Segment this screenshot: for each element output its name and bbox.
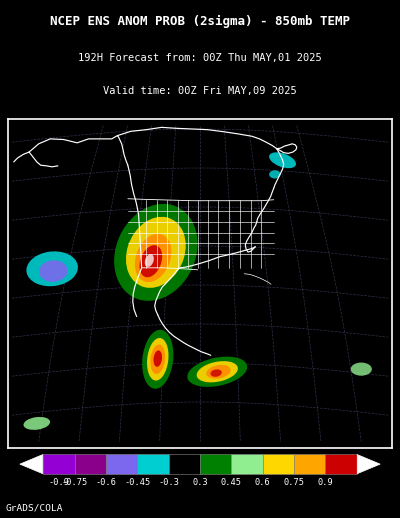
Bar [137,454,169,474]
Bar [75,454,106,474]
Bar [44,454,75,474]
Ellipse shape [269,170,281,179]
Ellipse shape [145,254,154,267]
Ellipse shape [154,350,162,367]
Text: Valid time: 00Z Fri MAY,09 2025: Valid time: 00Z Fri MAY,09 2025 [103,86,297,96]
Text: -0.3: -0.3 [158,478,179,487]
Bar [263,454,294,474]
Ellipse shape [126,217,186,288]
Bar [294,454,325,474]
Text: -0.9: -0.9 [49,478,70,487]
Ellipse shape [210,369,222,377]
Ellipse shape [147,338,168,381]
Ellipse shape [114,204,198,301]
Text: 0.9: 0.9 [317,478,333,487]
Ellipse shape [269,152,296,168]
Polygon shape [357,455,380,473]
Ellipse shape [351,363,372,376]
Ellipse shape [39,261,68,282]
Text: 0.3: 0.3 [192,478,208,487]
Text: 0.45: 0.45 [221,478,242,487]
Ellipse shape [140,245,162,277]
Bar [325,454,356,474]
Text: 192H Forecast from: 00Z Thu MAY,01 2025: 192H Forecast from: 00Z Thu MAY,01 2025 [78,53,322,63]
Text: 0.6: 0.6 [255,478,270,487]
Text: 0.75: 0.75 [284,478,304,487]
Ellipse shape [187,356,247,387]
Ellipse shape [26,251,78,286]
Bar [231,454,263,474]
Bar [106,454,137,474]
Ellipse shape [197,361,238,382]
Ellipse shape [24,417,50,430]
Text: -0.45: -0.45 [124,478,150,487]
Polygon shape [20,455,43,473]
Text: GrADS/COLA: GrADS/COLA [6,503,64,513]
Ellipse shape [135,234,172,282]
Ellipse shape [142,330,173,389]
Ellipse shape [150,344,165,374]
Bar [169,454,200,474]
Ellipse shape [206,365,231,379]
Text: NCEP ENS ANOM PROB (2sigma) - 850mb TEMP: NCEP ENS ANOM PROB (2sigma) - 850mb TEMP [50,15,350,27]
Text: -0.6: -0.6 [96,478,116,487]
Text: -0.75: -0.75 [62,478,88,487]
Bar [200,454,231,474]
